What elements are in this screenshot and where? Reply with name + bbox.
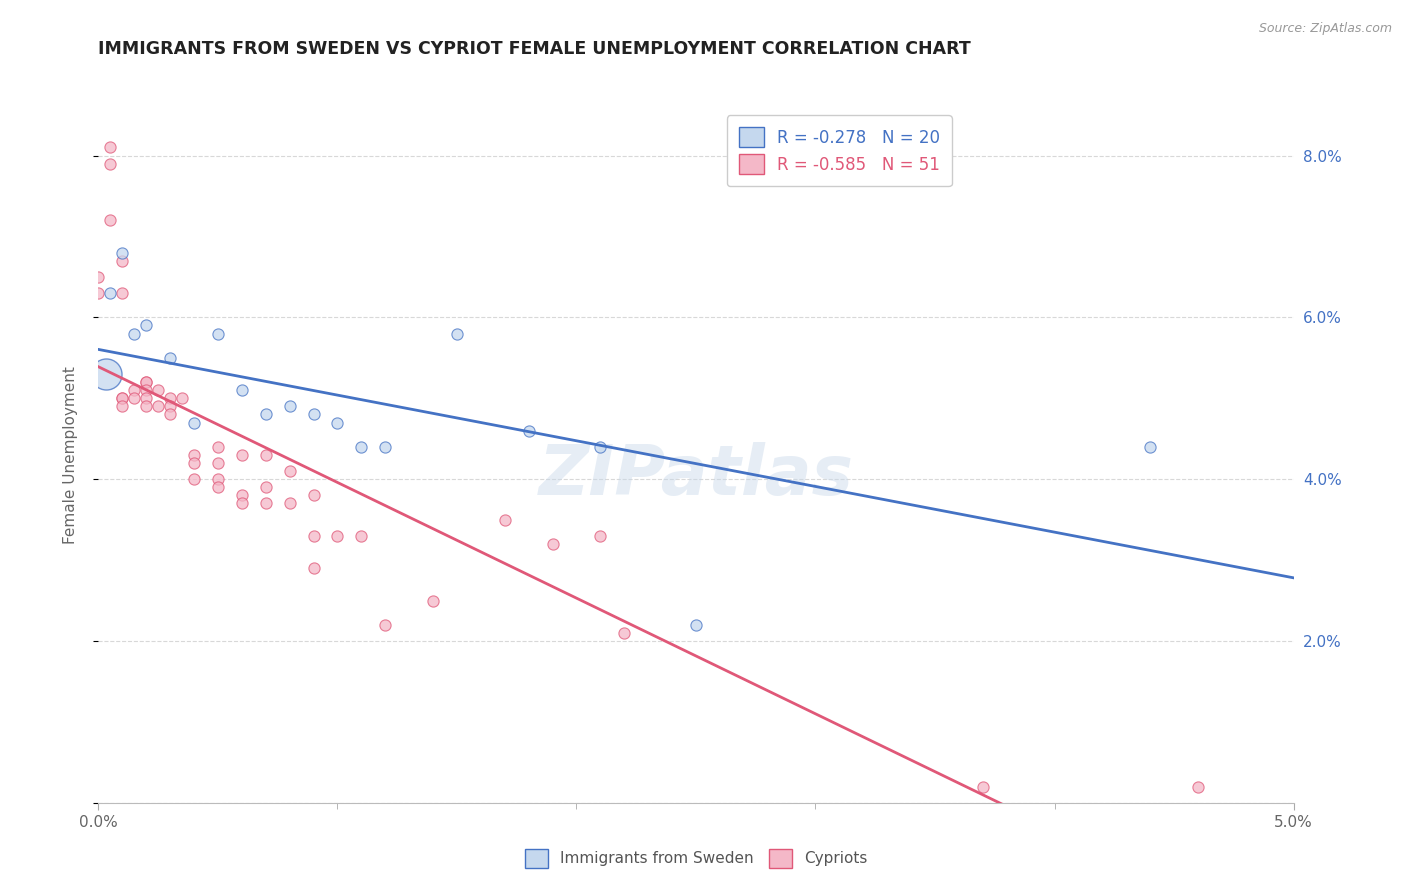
Point — [326, 529, 349, 543]
Point — [100, 140, 122, 154]
Point — [350, 440, 373, 454]
Point — [374, 617, 396, 632]
Point — [111, 400, 134, 414]
Point — [100, 286, 122, 301]
Point — [87, 269, 110, 284]
Y-axis label: Female Unemployment: Female Unemployment — [63, 366, 77, 544]
Point — [254, 480, 277, 494]
Point — [302, 529, 325, 543]
Legend: Immigrants from Sweden, Cypriots: Immigrants from Sweden, Cypriots — [517, 841, 875, 875]
Point — [278, 496, 301, 510]
Point — [1139, 440, 1161, 454]
Point — [207, 480, 229, 494]
Point — [87, 286, 110, 301]
Point — [422, 593, 444, 607]
Point — [94, 367, 117, 381]
Point — [135, 400, 157, 414]
Point — [254, 408, 277, 422]
Point — [207, 456, 229, 470]
Point — [148, 383, 170, 397]
Point — [183, 456, 205, 470]
Point — [207, 326, 229, 341]
Point — [685, 617, 707, 632]
Point — [159, 408, 181, 422]
Point — [135, 375, 157, 389]
Point — [517, 424, 540, 438]
Point — [589, 529, 612, 543]
Point — [111, 392, 134, 406]
Point — [326, 416, 349, 430]
Point — [159, 392, 181, 406]
Point — [135, 318, 157, 333]
Point — [207, 472, 229, 486]
Point — [183, 472, 205, 486]
Point — [124, 383, 146, 397]
Point — [135, 375, 157, 389]
Point — [254, 448, 277, 462]
Point — [111, 392, 134, 406]
Point — [124, 326, 146, 341]
Point — [100, 213, 122, 227]
Point — [972, 780, 994, 794]
Point — [350, 529, 373, 543]
Point — [159, 400, 181, 414]
Point — [207, 440, 229, 454]
Point — [100, 156, 122, 170]
Point — [278, 400, 301, 414]
Point — [183, 448, 205, 462]
Point — [231, 488, 253, 502]
Point — [172, 392, 194, 406]
Point — [302, 561, 325, 575]
Point — [111, 286, 134, 301]
Point — [183, 416, 205, 430]
Point — [278, 464, 301, 478]
Point — [231, 448, 253, 462]
Point — [135, 383, 157, 397]
Point — [111, 253, 134, 268]
Point — [494, 513, 516, 527]
Point — [135, 392, 157, 406]
Point — [302, 488, 325, 502]
Point — [541, 537, 564, 551]
Point — [231, 496, 253, 510]
Point — [111, 245, 134, 260]
Point — [613, 626, 636, 640]
Text: ZIPatlas: ZIPatlas — [538, 442, 853, 509]
Point — [159, 351, 181, 365]
Point — [254, 496, 277, 510]
Point — [124, 392, 146, 406]
Point — [446, 326, 468, 341]
Point — [302, 408, 325, 422]
Text: IMMIGRANTS FROM SWEDEN VS CYPRIOT FEMALE UNEMPLOYMENT CORRELATION CHART: IMMIGRANTS FROM SWEDEN VS CYPRIOT FEMALE… — [98, 40, 972, 58]
Point — [231, 383, 253, 397]
Point — [148, 400, 170, 414]
Point — [589, 440, 612, 454]
Text: Source: ZipAtlas.com: Source: ZipAtlas.com — [1258, 22, 1392, 36]
Point — [1187, 780, 1209, 794]
Point — [374, 440, 396, 454]
